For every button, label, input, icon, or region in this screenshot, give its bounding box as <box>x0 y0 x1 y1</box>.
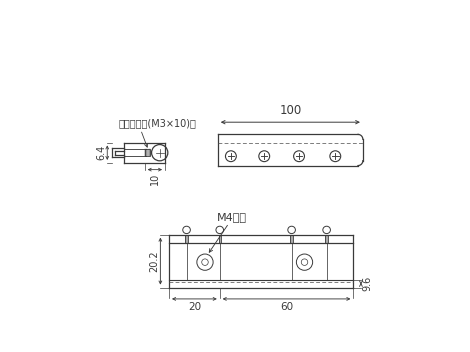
Text: 100: 100 <box>279 104 301 117</box>
Ellipse shape <box>216 226 224 234</box>
Text: 20: 20 <box>188 302 201 312</box>
Text: 6.4: 6.4 <box>96 145 106 160</box>
Bar <box>145 149 150 156</box>
Text: 20.2: 20.2 <box>149 250 159 272</box>
Text: 9.6: 9.6 <box>362 276 372 291</box>
Text: なべ小ネジ(M3×10)付: なべ小ネジ(M3×10)付 <box>119 119 197 128</box>
Bar <box>185 235 188 243</box>
Text: 60: 60 <box>280 302 293 312</box>
Bar <box>325 235 328 243</box>
Bar <box>290 235 293 243</box>
Text: M4サラ: M4サラ <box>217 212 247 222</box>
Ellipse shape <box>323 226 330 234</box>
Bar <box>219 235 221 243</box>
Text: 10: 10 <box>150 173 160 185</box>
Ellipse shape <box>288 226 296 234</box>
Ellipse shape <box>183 226 190 234</box>
